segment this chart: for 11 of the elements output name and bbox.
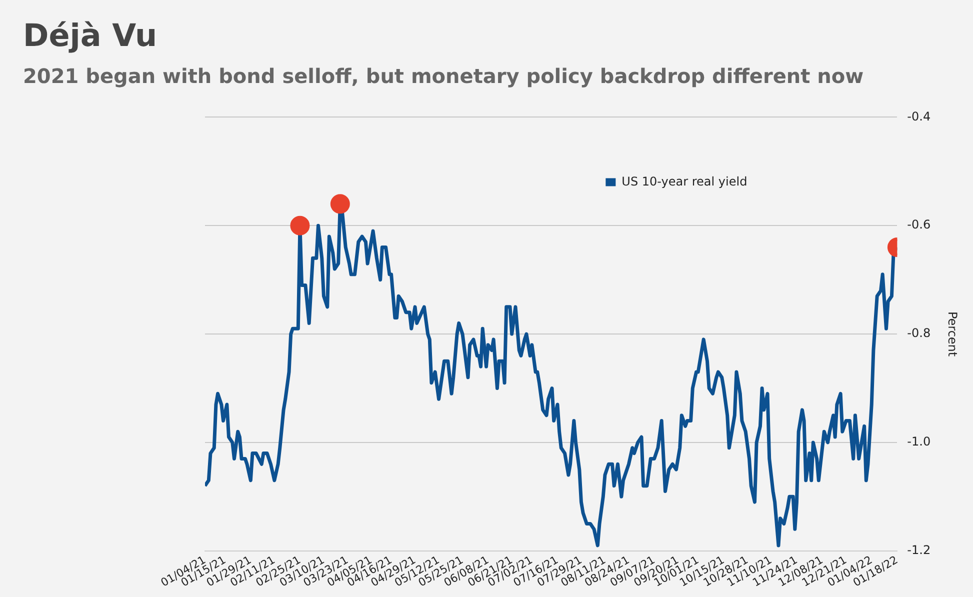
legend-label: US 10-year real yield	[622, 174, 748, 188]
point	[330, 194, 350, 214]
chart-title: Déjà Vu	[23, 18, 158, 54]
y-tick-label: -1.2	[907, 542, 931, 557]
chart-subtitle: 2021 began with bond selloff, but monetary policy backdrop different now	[23, 64, 864, 88]
y-axis-title: Percent	[946, 311, 960, 357]
point	[290, 216, 310, 236]
y-tick-label: -0.8	[907, 326, 931, 340]
y-tick-label: -0.6	[907, 218, 931, 232]
y-tick-label: -1.0	[907, 434, 931, 449]
y-tick-label: -0.4	[907, 109, 931, 124]
